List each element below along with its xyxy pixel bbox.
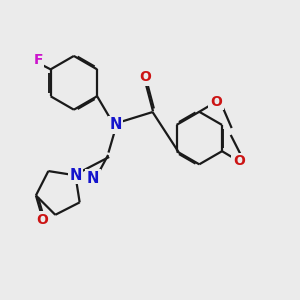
- Text: O: O: [210, 94, 222, 109]
- Text: N: N: [69, 168, 82, 183]
- Text: N: N: [87, 171, 100, 186]
- Text: N: N: [110, 117, 122, 132]
- Text: O: O: [140, 70, 152, 84]
- Text: O: O: [233, 154, 245, 168]
- Text: O: O: [36, 213, 48, 227]
- Text: F: F: [33, 53, 43, 68]
